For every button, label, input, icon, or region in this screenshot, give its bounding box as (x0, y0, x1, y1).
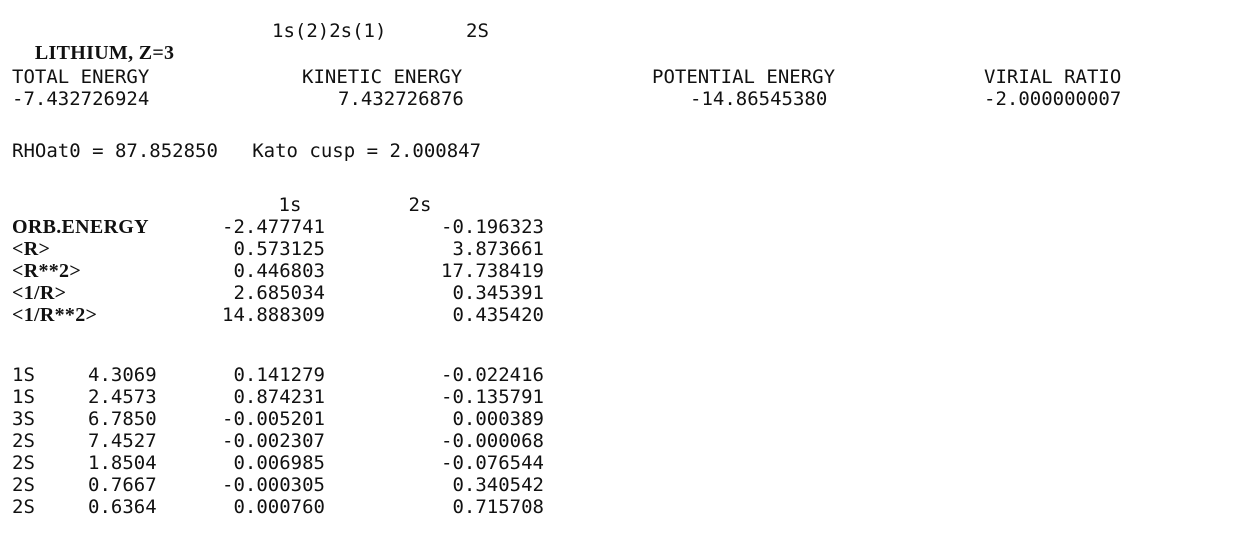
basis-coeff-1s: -0.002307 (222, 430, 325, 452)
element-name: LITHIUM, Z=3 (34, 42, 175, 64)
element-label: LITHIUM, Z=3 (12, 20, 174, 64)
orbital-row-label: <R> (12, 238, 51, 260)
orbital-value-2s: 17.738419 (441, 260, 544, 282)
orbital-row-label: <1/R**2> (12, 304, 98, 326)
basis-coeff-2s: 0.715708 (452, 496, 544, 518)
basis-exponent: 0.6364 (88, 496, 157, 518)
orbital-value-2s: 3.873661 (452, 238, 544, 260)
orbital-value-1s: 0.573125 (233, 238, 325, 260)
orbital-value-2s: -0.196323 (441, 216, 544, 238)
basis-coeff-2s: -0.135791 (441, 386, 544, 408)
basis-type: 1S (12, 364, 35, 386)
column-header-1s: 1s (278, 194, 302, 216)
potential-energy-label: POTENTIAL ENERGY (652, 66, 836, 88)
virial-ratio-value: -2.000000007 (984, 88, 1122, 110)
basis-type: 2S (12, 430, 35, 452)
basis-type: 2S (12, 452, 35, 474)
basis-coeff-1s: -0.000305 (222, 474, 325, 496)
orbital-row-label: <1/R> (12, 282, 67, 304)
basis-exponent: 2.4573 (88, 386, 157, 408)
potential-energy-value: -14.86545380 (690, 88, 828, 110)
kinetic-energy-value: 7.432726876 (338, 88, 464, 110)
term-label: 2S (466, 20, 489, 42)
basis-coeff-2s: 0.340542 (452, 474, 544, 496)
kinetic-energy-label: KINETIC ENERGY (302, 66, 463, 88)
basis-exponent: 7.4527 (88, 430, 157, 452)
orbital-value-1s: -2.477741 (222, 216, 325, 238)
rho-value: 87.852850 (114, 140, 218, 162)
basis-exponent: 1.8504 (88, 452, 157, 474)
virial-ratio-label: VIRIAL RATIO (984, 66, 1122, 88)
basis-type: 2S (12, 496, 35, 518)
basis-coeff-1s: -0.005201 (222, 408, 325, 430)
orbital-row-label: <R**2> (12, 260, 82, 282)
basis-type: 3S (12, 408, 35, 430)
orbital-row-label: ORB.ENERGY (12, 216, 149, 238)
basis-coeff-1s: 0.006985 (233, 452, 325, 474)
density-line: RHOat0 = 87.852850 Kato cusp = 2.000847 (12, 140, 481, 162)
kato-value: 2.000847 (389, 140, 482, 162)
basis-coeff-2s: -0.000068 (441, 430, 544, 452)
column-header-2s: 2s (408, 194, 432, 216)
basis-exponent: 6.7850 (88, 408, 157, 430)
orbital-value-1s: 14.888309 (222, 304, 325, 326)
basis-type: 1S (12, 386, 35, 408)
orbital-value-2s: 0.345391 (452, 282, 544, 304)
basis-coeff-2s: -0.076544 (441, 452, 544, 474)
basis-coeff-2s: -0.022416 (441, 364, 544, 386)
orbital-value-2s: 0.435420 (452, 304, 544, 326)
total-energy-value: -7.432726924 (12, 88, 150, 110)
basis-coeff-1s: 0.000760 (233, 496, 325, 518)
basis-coeff-2s: 0.000389 (452, 408, 544, 430)
basis-exponent: 0.7667 (88, 474, 157, 496)
orbital-value-1s: 0.446803 (233, 260, 325, 282)
rho-label: RHOat0 = (12, 140, 115, 162)
configuration-label: 1s(2)2s(1) (272, 20, 387, 42)
basis-exponent: 4.3069 (88, 364, 157, 386)
basis-type: 2S (12, 474, 35, 496)
basis-coeff-1s: 0.141279 (233, 364, 325, 386)
orbital-value-1s: 2.685034 (233, 282, 325, 304)
total-energy-label: TOTAL ENERGY (12, 66, 150, 88)
basis-coeff-1s: 0.874231 (233, 386, 325, 408)
kato-label: Kato cusp = (252, 140, 390, 162)
